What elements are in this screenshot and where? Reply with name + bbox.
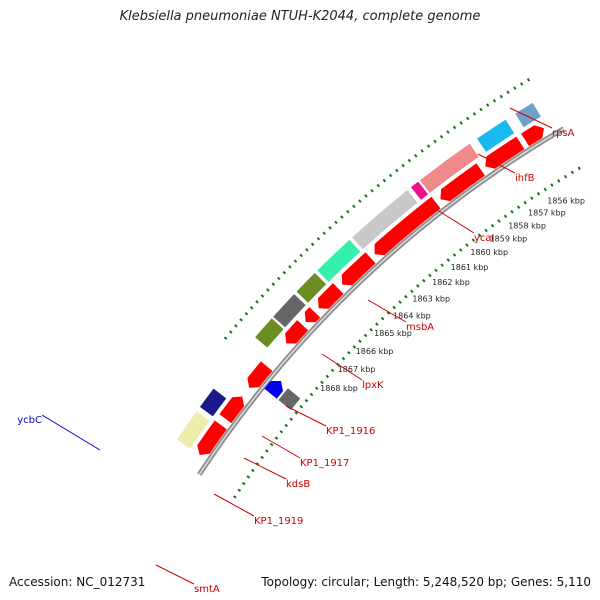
scale-tick-label: 1859 kbp <box>490 234 528 243</box>
label-leader-line <box>433 207 475 234</box>
label-leader-line <box>243 457 287 480</box>
gene-arrow-outer <box>197 420 227 455</box>
gene-block-inner <box>273 294 306 328</box>
gene-block-ycbc-blue <box>264 381 283 399</box>
gene-arrow-outer <box>317 283 344 309</box>
scale-tick-label: 1857 kbp <box>528 208 566 217</box>
gene-label-kp1_1919: KP1_1919 <box>254 516 303 527</box>
gene-label-kdsb: kdsB <box>286 479 310 490</box>
gene-arrow-outer <box>440 163 485 202</box>
accession-text: Accession: NC_012731 <box>9 575 146 589</box>
scale-tick-label: 1858 kbp <box>508 221 546 230</box>
gene-label-lpxk: lpxK <box>362 380 384 391</box>
gene-arrow-outer <box>247 361 273 388</box>
gene-label-rpsa: rpsA <box>552 128 575 139</box>
label-leader-line <box>285 405 327 427</box>
gene-block-ycbc-grey <box>278 388 301 411</box>
label-leader-line <box>155 564 195 585</box>
gene-block-inner <box>176 411 210 449</box>
gene-block-inner <box>515 102 541 128</box>
gene-label-kp1_1916: KP1_1916 <box>326 426 375 437</box>
scale-tick-label: 1861 kbp <box>451 263 489 272</box>
scale-tick-label: 1865 kbp <box>374 329 412 338</box>
gene-arrow-outer <box>285 320 309 344</box>
scale-tick-label: 1863 kbp <box>412 294 450 303</box>
genome-backbone <box>197 126 565 476</box>
gene-arrow-outer <box>374 196 441 256</box>
gene-arrow-outer <box>485 136 525 169</box>
gene-label-msba: msbA <box>406 322 434 333</box>
gene-labels: rpsA ihfB ycaI msbA lpxK KP1_1916 KP1_1917 kdsB… <box>17 107 575 595</box>
scale-tick-label: 1856 kbp <box>547 196 585 205</box>
label-leader-line <box>261 435 301 459</box>
gene-block-inner <box>199 388 227 417</box>
scale-tick-label: 1860 kbp <box>470 248 508 257</box>
label-leader-line <box>367 299 407 323</box>
label-leader-line <box>509 107 553 129</box>
label-leader-line <box>477 153 516 174</box>
gene-block-inner <box>351 190 418 250</box>
gene-label-ihfb: ihfB <box>515 173 535 184</box>
gene-block-inner <box>255 318 284 348</box>
gene-arrow-outer <box>219 396 245 424</box>
label-leader-line <box>213 493 255 517</box>
scale-tick-label: 1862 kbp <box>432 278 470 287</box>
outer-dotted-ring <box>233 163 586 499</box>
scale-tick-label: 1867 kbp <box>338 365 376 374</box>
topology-text: Topology: circular; Length: 5,248,520 bp… <box>261 575 591 589</box>
scale-tick-label: 1864 kbp <box>393 311 431 320</box>
label-leader-line <box>321 353 363 381</box>
gene-label-smta: smtA <box>194 584 220 595</box>
genome-title: Klebsiella pneumoniae NTUH-K2044, comple… <box>119 9 481 24</box>
gene-label-ycai: ycaI <box>474 233 495 244</box>
gene-block-inner <box>317 239 361 282</box>
scale-tick-label: 1868 kbp <box>320 384 358 393</box>
gene-block-inner <box>477 119 515 152</box>
gene-label-ycbc: ycbC <box>17 415 42 426</box>
backbone-line <box>197 126 565 476</box>
gene-track <box>176 102 545 455</box>
scale-ticks: 1856 kbp 1857 kbp 1858 kbp 1859 kbp 1860 kbp… <box>320 196 585 393</box>
gene-arrow-outer <box>304 307 321 323</box>
gene-arrow-outer <box>341 252 376 286</box>
gene-arrow-outer <box>521 125 545 147</box>
gene-label-kp1_1917: KP1_1917 <box>300 458 349 469</box>
gene-block-inner <box>419 143 479 193</box>
label-leader-line <box>41 414 101 451</box>
gene-block-inner <box>411 181 429 200</box>
backbone-highlight <box>198 128 565 476</box>
gene-block-inner <box>296 272 327 303</box>
tick-dot-track <box>223 75 586 499</box>
inner-dotted-ring <box>223 75 535 340</box>
scale-tick-label: 1866 kbp <box>356 347 394 356</box>
